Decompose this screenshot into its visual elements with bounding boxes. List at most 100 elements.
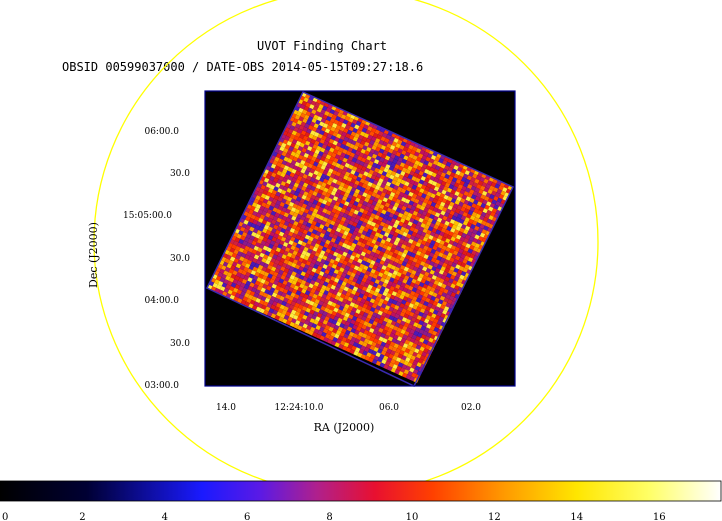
image-pixel xyxy=(303,246,309,252)
image-pixel xyxy=(258,273,264,279)
image-pixel xyxy=(389,144,396,151)
image-pixel xyxy=(348,164,354,170)
image-pixel xyxy=(347,155,354,161)
image-pixel xyxy=(358,143,364,149)
image-pixel xyxy=(376,293,383,299)
image-pixel xyxy=(283,267,290,274)
image-pixel xyxy=(458,265,465,272)
image-pixel xyxy=(379,259,385,266)
image-pixel xyxy=(337,326,344,332)
image-pixel xyxy=(444,212,450,218)
image-pixel xyxy=(266,209,273,215)
image-pixel xyxy=(235,292,241,299)
image-pixel xyxy=(290,253,297,260)
image-pixel xyxy=(362,192,368,198)
image-pixel xyxy=(360,187,366,193)
image-pixel xyxy=(273,177,279,183)
image-pixel xyxy=(398,285,405,291)
image-pixel xyxy=(351,195,357,201)
image-pixel xyxy=(382,150,389,156)
image-pixel xyxy=(325,248,331,254)
image-pixel xyxy=(259,308,265,314)
image-pixel xyxy=(375,305,381,311)
image-pixel xyxy=(402,193,409,199)
image-pixel xyxy=(379,221,386,227)
image-pixel xyxy=(387,280,393,286)
image-pixel xyxy=(336,197,342,203)
image-pixel xyxy=(383,325,390,332)
image-pixel xyxy=(280,219,286,225)
image-pixel xyxy=(453,229,460,235)
image-pixel xyxy=(429,269,435,275)
image-pixel xyxy=(305,307,311,313)
image-pixel xyxy=(361,174,367,180)
image-pixel xyxy=(401,150,407,156)
image-pixel xyxy=(298,107,304,113)
image-pixel xyxy=(388,268,395,274)
image-pixel xyxy=(212,282,218,288)
image-pixel xyxy=(379,268,386,274)
image-pixel xyxy=(358,293,364,299)
image-pixel xyxy=(414,301,420,307)
image-pixel xyxy=(375,352,381,358)
image-pixel xyxy=(262,198,269,204)
image-pixel xyxy=(413,330,419,336)
image-pixel xyxy=(418,170,424,176)
image-pixel xyxy=(381,226,388,232)
image-pixel xyxy=(268,205,275,211)
image-pixel xyxy=(377,310,383,316)
image-pixel xyxy=(447,166,454,173)
image-pixel xyxy=(436,311,443,317)
image-pixel xyxy=(389,341,396,347)
image-pixel xyxy=(456,205,463,211)
image-pixel xyxy=(402,287,408,293)
image-pixel xyxy=(352,268,358,275)
image-pixel xyxy=(372,359,378,365)
image-pixel xyxy=(343,324,349,330)
image-pixel xyxy=(402,184,408,190)
image-pixel xyxy=(334,145,341,151)
image-pixel xyxy=(461,224,467,230)
image-pixel xyxy=(346,223,353,229)
image-pixel xyxy=(410,355,416,361)
image-pixel xyxy=(430,248,437,254)
image-pixel xyxy=(349,340,355,346)
image-pixel xyxy=(223,279,229,285)
image-pixel xyxy=(394,164,400,170)
image-pixel xyxy=(240,282,246,288)
image-pixel xyxy=(385,275,391,281)
image-pixel xyxy=(356,185,362,191)
image-pixel xyxy=(375,164,382,170)
image-pixel xyxy=(245,224,251,231)
image-pixel xyxy=(316,210,323,216)
image-pixel xyxy=(386,339,392,345)
image-pixel xyxy=(368,319,375,325)
image-pixel xyxy=(400,217,406,224)
image-pixel xyxy=(369,195,376,201)
image-pixel xyxy=(311,220,317,226)
image-pixel xyxy=(225,275,231,281)
image-pixel xyxy=(452,241,458,247)
image-pixel xyxy=(341,272,347,278)
image-pixel xyxy=(356,129,362,135)
image-pixel xyxy=(359,131,366,137)
image-pixel xyxy=(328,241,335,247)
image-pixel xyxy=(385,284,392,290)
image-pixel xyxy=(358,237,364,243)
image-pixel xyxy=(416,165,422,171)
image-pixel xyxy=(469,253,475,259)
image-pixel xyxy=(323,281,329,287)
image-pixel xyxy=(267,217,273,223)
image-pixel xyxy=(316,257,323,263)
image-pixel xyxy=(449,172,456,178)
image-pixel xyxy=(274,221,281,227)
image-pixel xyxy=(313,319,319,325)
image-pixel xyxy=(260,184,266,190)
image-pixel xyxy=(273,195,280,201)
image-pixel xyxy=(246,242,252,248)
image-pixel xyxy=(493,204,499,210)
image-pixel xyxy=(431,274,437,281)
image-pixel xyxy=(293,173,299,180)
image-pixel xyxy=(419,243,425,249)
image-pixel xyxy=(304,290,311,296)
